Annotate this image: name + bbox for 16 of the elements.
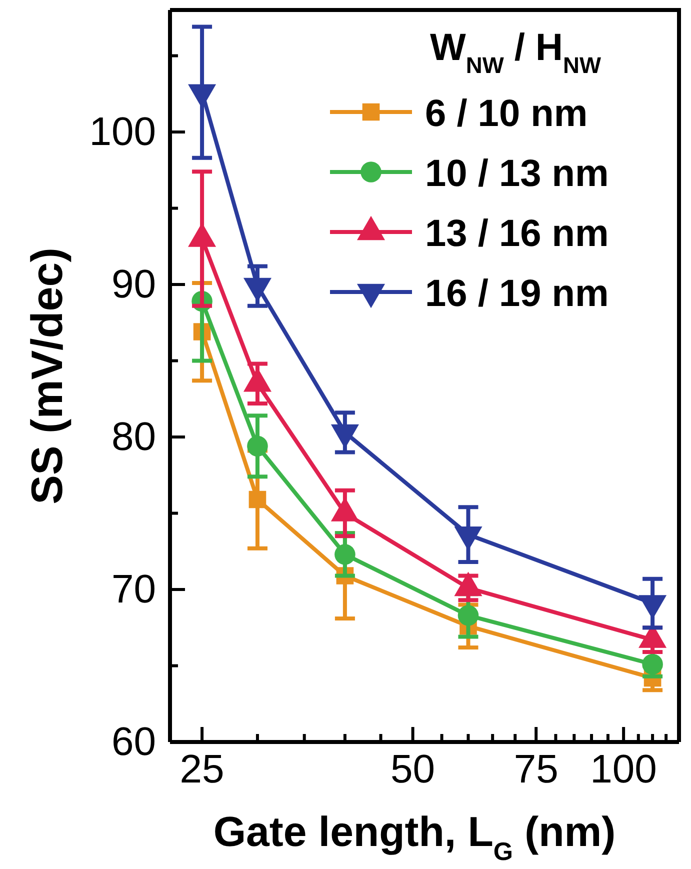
legend-label: 13 / 16 nm [425,213,609,255]
x-tick-label: 25 [180,747,224,792]
legend-label: 16 / 19 nm [425,273,609,315]
y-axis-title: SS (mV/dec) [23,248,72,504]
x-tick-label: 100 [590,747,657,792]
x-tick-label: 50 [390,747,436,792]
y-tick-label: 70 [112,567,156,612]
legend-label: 10 / 13 nm [425,153,609,195]
y-tick-label: 80 [112,414,156,459]
x-tick-label: 75 [514,747,558,792]
legend-label: 6 / 10 nm [425,93,588,135]
y-tick-label: 100 [89,110,156,154]
y-tick-label: 60 [112,720,156,764]
legend-title: W$_{NW}$ / H$_{NW}$ [430,27,602,78]
x-axis-title: Gate length, L$_{G}$ (nm) [213,808,616,866]
y-tick-label: 90 [112,262,156,306]
